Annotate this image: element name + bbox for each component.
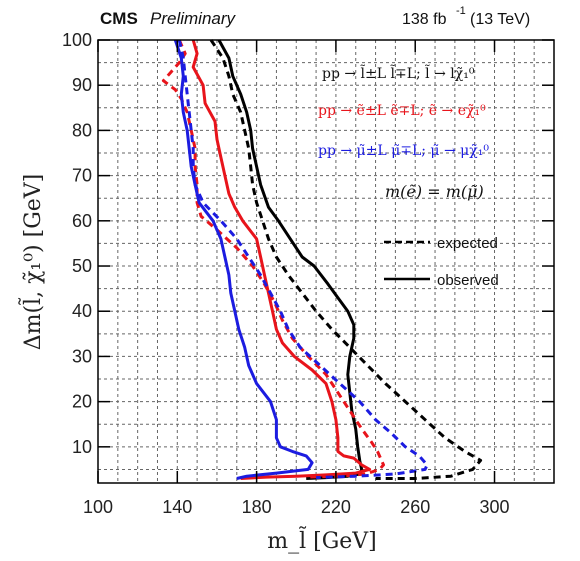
energy-label: (13 TeV)	[470, 11, 530, 28]
y-axis-label: Δm(l̃, χ̃₁⁰) [GeV]	[19, 174, 46, 351]
y-tick-label: 70	[72, 166, 92, 186]
x-tick-label: 140	[162, 497, 192, 517]
y-tick-label: 100	[62, 30, 92, 50]
y-tick-label: 10	[72, 437, 92, 457]
y-tick-label: 90	[72, 75, 92, 95]
legend-process-muon: pp → μ̃±L μ̃∓L; μ̃ → μχ̃₁⁰	[318, 143, 489, 159]
y-tick-label: 40	[72, 301, 92, 321]
series-line-6	[177, 39, 429, 480]
luminosity-exponent: -1	[456, 5, 466, 17]
x-tick-label: 220	[321, 497, 351, 517]
series-line-4	[161, 39, 385, 479]
series-line-2	[209, 39, 483, 480]
legend-expected-label: expected	[437, 235, 498, 252]
plot-frame	[97, 39, 555, 484]
y-tick-label: 30	[72, 346, 92, 366]
y-tick-label: 20	[72, 392, 92, 412]
ticks: 100 140 180 220 260 300 10 20 30 40 50 60 70 80 90 100	[62, 30, 554, 517]
x-tick-label: 300	[479, 497, 509, 517]
y-tick-label: 50	[72, 256, 92, 276]
x-tick-label: 180	[242, 497, 272, 517]
x-tick-label: 260	[400, 497, 430, 517]
experiment-label: CMS	[100, 9, 138, 28]
legend-observed-label: observed	[437, 272, 499, 289]
luminosity-label: 138 fb	[402, 11, 447, 28]
series-line-1	[217, 39, 364, 480]
series-line-5	[173, 39, 314, 480]
legend-process-electron: pp → ẽ±L ẽ∓L; ẽ → eχ̃₁⁰	[318, 103, 486, 119]
series-group	[161, 39, 483, 480]
legend-process-all: pp → l̃±L l̃∓L; l̃ → lχ̃₁⁰	[322, 64, 475, 82]
y-tick-label: 60	[72, 211, 92, 231]
status-label: Preliminary	[150, 9, 237, 28]
y-tick-label: 80	[72, 120, 92, 140]
x-tick-label: 100	[83, 497, 113, 517]
legend-mass-condition: m(ẽ) = m(μ̃)	[385, 182, 484, 201]
series-line-3	[191, 39, 372, 480]
grid	[98, 40, 554, 483]
x-axis-label: m_l̃ [GeV]	[267, 527, 377, 554]
